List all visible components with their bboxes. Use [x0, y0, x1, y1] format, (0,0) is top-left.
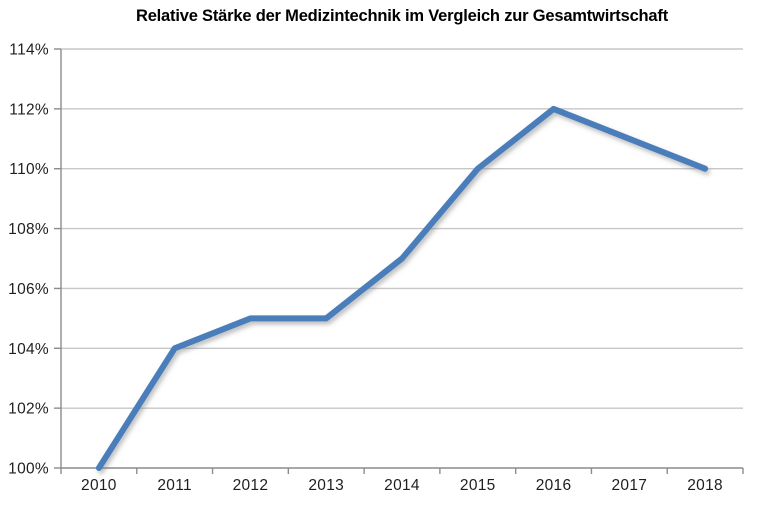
- y-tick-label: 114%: [9, 42, 49, 59]
- x-tick-label: 2012: [233, 477, 269, 494]
- y-tick-label: 110%: [9, 161, 49, 178]
- x-tick-label: 2014: [384, 477, 420, 494]
- data-line-series: [95, 105, 709, 471]
- x-tick-label: 2015: [460, 477, 496, 494]
- x-tick-label: 2018: [687, 477, 723, 494]
- x-tick-label: 2016: [536, 477, 572, 494]
- y-tick-label: 106%: [8, 281, 49, 298]
- y-tick-label: 102%: [8, 401, 49, 418]
- y-tick-label: 112%: [9, 101, 49, 118]
- x-tick-label: 2013: [308, 477, 344, 494]
- x-tick-label: 2011: [157, 477, 192, 494]
- chart-title: Relative Stärke der Medizintechnik im Ve…: [135, 7, 668, 25]
- x-tick-label: 2017: [611, 477, 647, 494]
- y-tick-label: 108%: [8, 221, 49, 238]
- y-tick-label: 104%: [8, 341, 49, 358]
- x-tick-label: 2010: [81, 477, 117, 494]
- y-tick-label: 100%: [8, 461, 49, 478]
